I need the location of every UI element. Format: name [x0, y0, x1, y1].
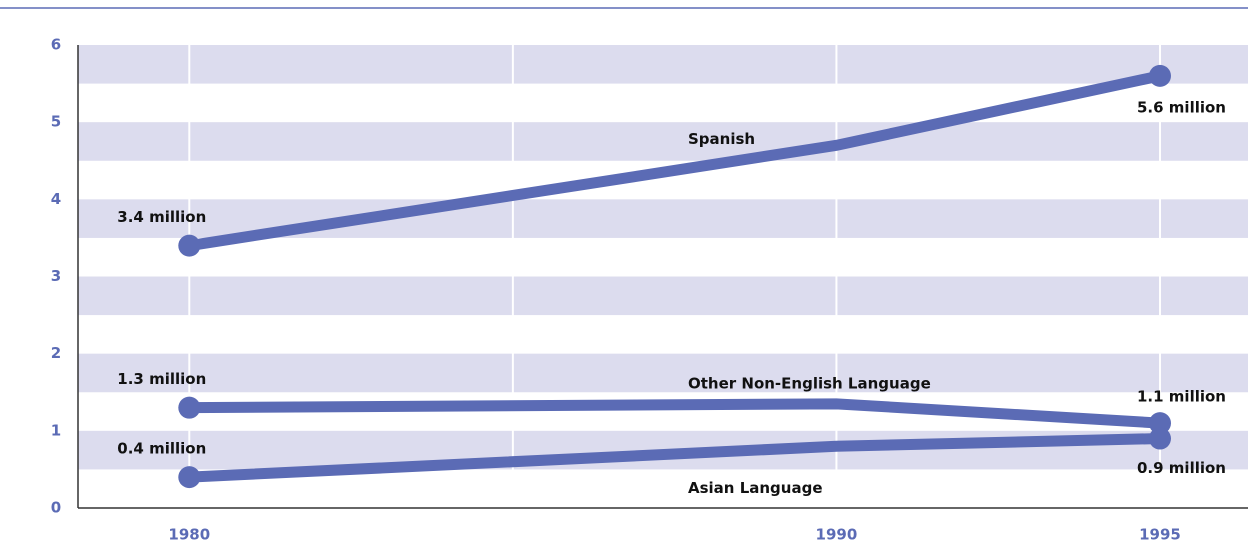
- band: [78, 353, 1248, 393]
- y-tick-label: 1: [51, 421, 61, 439]
- y-tick-label: 6: [51, 36, 61, 54]
- series-label: Other Non-English Language: [688, 374, 931, 392]
- y-tick-label: 5: [51, 113, 61, 131]
- x-tick-label: 1995: [1139, 526, 1181, 544]
- value-label: 1.1 million: [1137, 388, 1226, 406]
- marker: [178, 466, 201, 489]
- series-label: Asian Language: [688, 479, 823, 497]
- x-tick-label: 1990: [816, 526, 858, 544]
- y-tick-label: 0: [51, 499, 61, 517]
- y-tick-label: 2: [51, 344, 61, 362]
- marker: [178, 234, 201, 257]
- bands: [78, 45, 1248, 470]
- x-tick-label: 1980: [168, 526, 210, 544]
- band: [78, 122, 1248, 161]
- line: [189, 433, 1161, 483]
- marker: [178, 396, 201, 419]
- value-label: 1.3 million: [117, 370, 206, 388]
- series-label: Spanish: [688, 130, 755, 148]
- y-tick-label: 4: [51, 190, 61, 208]
- band: [78, 276, 1248, 316]
- value-label: 0.9 million: [1137, 459, 1226, 477]
- value-label: 5.6 million: [1137, 98, 1226, 116]
- y-tick-label: 3: [51, 267, 61, 285]
- value-label: 0.4 million: [117, 440, 206, 458]
- line: [188, 70, 1162, 252]
- line: [189, 398, 1161, 429]
- band: [78, 45, 1248, 84]
- marker: [1148, 427, 1171, 450]
- marker: [1148, 64, 1171, 87]
- marker: [1148, 412, 1171, 435]
- value-label: 3.4 million: [117, 208, 206, 226]
